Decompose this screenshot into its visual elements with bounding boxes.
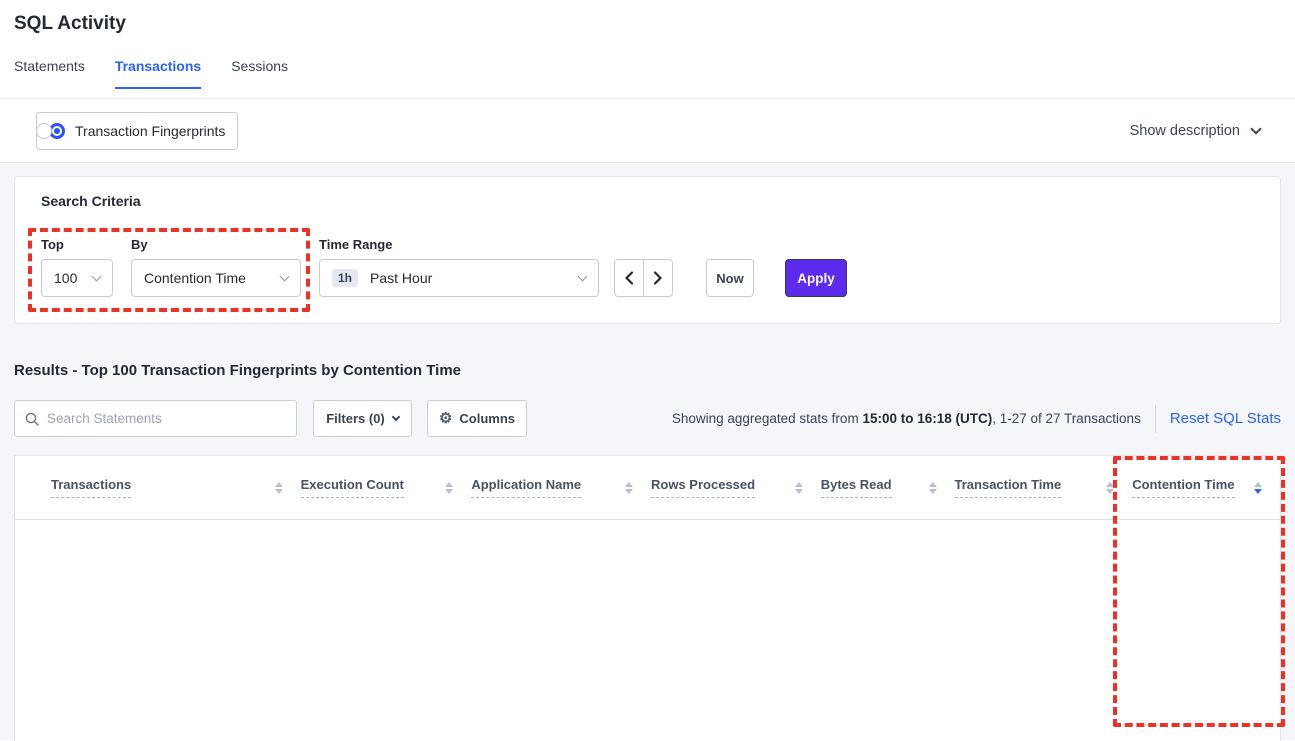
transactions-table: Transactions Execution Count Application N… [14,455,1281,741]
column-label: Execution Count [300,477,404,498]
gear-icon: ⚙ [438,410,453,427]
sort-desc-arrow [928,488,937,494]
chevron-down-icon [391,412,400,421]
column-label: Transaction Time [954,477,1062,498]
filters-label: Filters (0) [326,411,385,426]
sort-desc-arrow [274,488,283,494]
time-nav-group [614,259,673,297]
chevron-down-icon [577,271,588,281]
view-toggle-bar: Transaction Fingerprints Active Executio… [0,99,1295,163]
search-box[interactable] [14,400,297,437]
by-label: By [131,237,148,252]
columns-button[interactable]: ⚙ Columns [427,400,527,437]
chevron-down-icon [1250,123,1262,135]
time-range-label: Time Range [319,237,393,252]
page-title: SQL Activity [14,13,126,34]
sort-desc-arrow [1253,488,1262,494]
previous-time-button[interactable] [614,259,644,297]
by-select[interactable]: Contention Time [131,259,301,297]
filters-button[interactable]: Filters (0) [313,400,412,437]
sort-desc-arrow [794,488,803,494]
sort-asc-arrow [445,481,454,487]
chevron-down-icon [91,271,102,281]
column-header-execution-count[interactable]: Execution Count [300,477,472,498]
results-toolbar: Filters (0) ⚙ Columns Showing aggregated… [14,400,1281,437]
sort-desc-arrow [1106,488,1115,494]
radio-label: Transaction Fingerprints [75,122,226,139]
sort-icon [625,481,634,494]
chevron-down-icon [279,271,290,281]
tab-bar: Statements Transactions Sessions [14,58,288,89]
now-button[interactable]: Now [706,259,754,297]
apply-button[interactable]: Apply [785,259,847,297]
sort-asc-arrow [794,481,803,487]
sort-icon [274,481,283,494]
column-header-transaction-time[interactable]: Transaction Time [954,477,1133,498]
column-label: Rows Processed [651,477,756,498]
sort-desc-arrow [625,488,634,494]
column-header-transactions[interactable]: Transactions [51,477,301,498]
tab-statements[interactable]: Statements [14,58,85,74]
chevron-left-icon [625,271,634,285]
radio-unselected-icon [36,122,52,139]
sort-asc-arrow [1106,481,1115,487]
top-select[interactable]: 100 [41,259,113,297]
sort-icon [445,481,454,494]
time-range-value: Past Hour [370,270,433,286]
show-description-label: Show description [1129,123,1240,139]
column-label: Bytes Read [820,477,892,498]
time-range-select[interactable]: 1h Past Hour [319,259,599,297]
sort-icon [928,481,937,494]
chevron-right-icon [653,271,662,285]
tab-divider [0,98,1295,99]
sort-icon [794,481,803,494]
sort-desc-arrow [445,488,454,494]
column-label: Contention Time [1132,477,1235,498]
sort-asc-arrow [274,481,283,487]
column-header-application-name[interactable]: Application Name [471,477,651,498]
sort-asc-arrow [1253,481,1262,487]
sort-asc-arrow [625,481,634,487]
results-heading: Results - Top 100 Transaction Fingerprin… [14,362,462,379]
search-statements-input[interactable] [47,411,286,426]
columns-label: Columns [459,411,516,426]
search-criteria-card: Search Criteria Top 100 By Contention Ti… [14,176,1281,324]
sort-icon [1106,481,1115,494]
sort-asc-arrow [928,481,937,487]
next-time-button[interactable] [643,259,673,297]
time-range-badge: 1h [332,269,359,287]
tab-sessions[interactable]: Sessions [231,58,289,74]
aggregated-stats-text: Showing aggregated stats from 15:00 to 1… [671,411,1141,426]
radio-transaction-fingerprints[interactable]: Transaction Fingerprints [36,111,239,150]
column-header-contention-time[interactable]: Contention Time [1132,477,1280,498]
column-label: Transactions [51,477,132,498]
reset-sql-stats-link[interactable]: Reset SQL Stats [1169,410,1281,427]
show-description-toggle[interactable]: Show description [1129,99,1262,163]
stats-group: Showing aggregated stats from 15:00 to 1… [672,400,1281,437]
divider [1154,404,1156,433]
search-criteria-heading: Search Criteria [41,193,141,209]
top-select-value: 100 [54,270,78,286]
column-header-rows-processed[interactable]: Rows Processed [651,477,821,498]
search-icon [25,412,39,426]
sort-icon [1253,481,1262,494]
column-header-bytes-read[interactable]: Bytes Read [820,477,955,498]
table-header-row: Transactions Execution Count Application N… [15,456,1280,520]
column-label: Application Name [471,477,582,498]
by-select-value: Contention Time [144,270,246,286]
tab-transactions[interactable]: Transactions [114,58,202,89]
top-label: Top [41,237,64,252]
